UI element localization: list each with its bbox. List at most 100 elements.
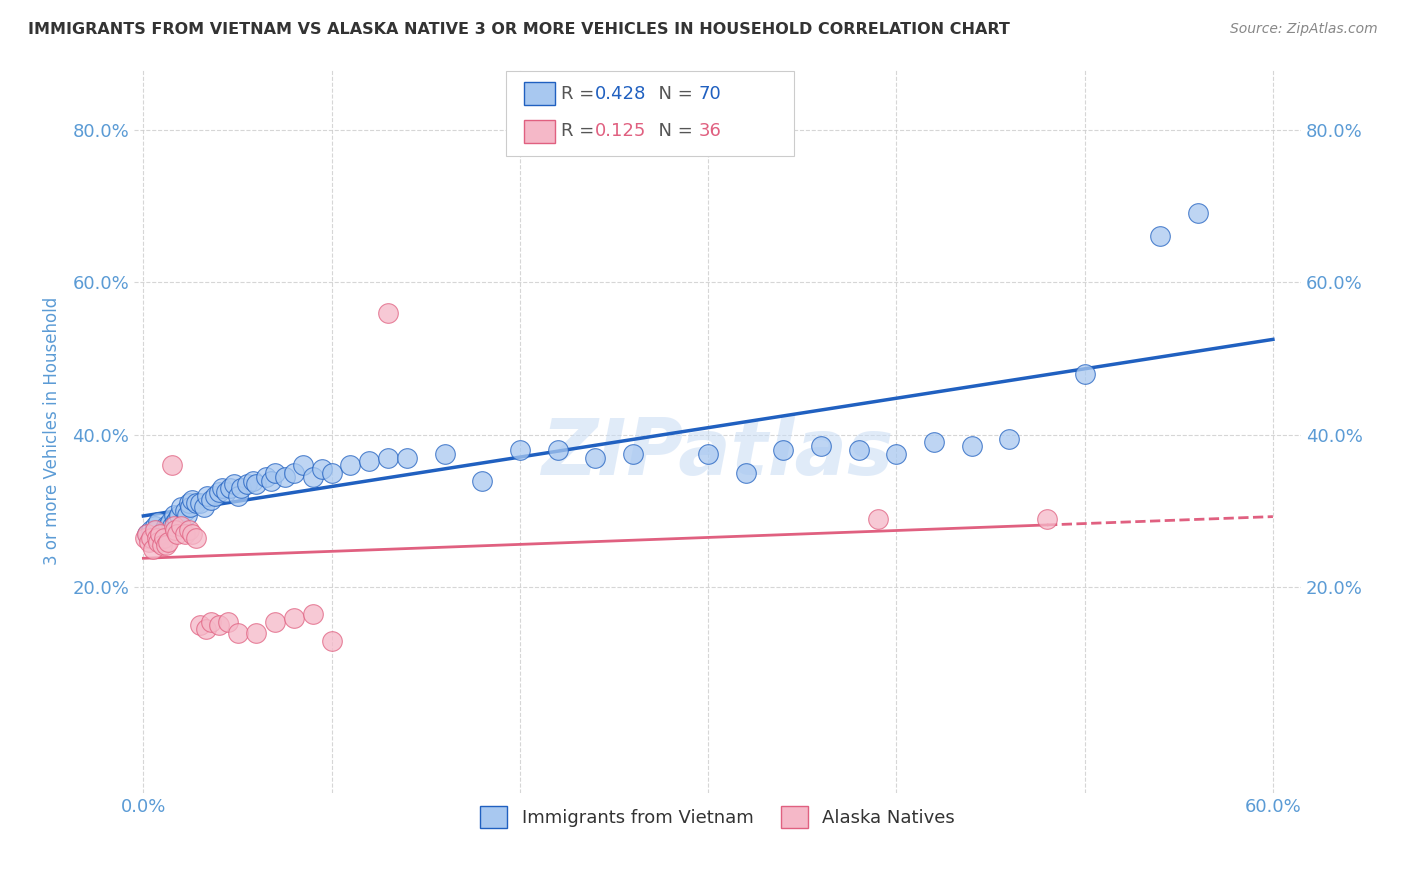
Point: [547, 442, 569, 457]
Point: [136, 527, 159, 541]
Text: ZIPatlas: ZIPatlas: [541, 415, 894, 491]
Point: [395, 450, 418, 465]
Point: [139, 523, 162, 537]
Point: [273, 469, 295, 483]
Point: [242, 474, 264, 488]
Point: [377, 306, 399, 320]
Point: [181, 527, 204, 541]
Text: R =: R =: [561, 85, 600, 103]
Point: [153, 523, 176, 537]
Point: [254, 469, 277, 483]
Point: [583, 450, 606, 465]
Point: [1036, 511, 1059, 525]
Text: 70: 70: [699, 85, 721, 103]
Point: [177, 523, 200, 537]
Point: [165, 516, 187, 530]
Point: [165, 523, 187, 537]
Point: [176, 508, 198, 522]
Text: Source: ZipAtlas.com: Source: ZipAtlas.com: [1230, 22, 1378, 37]
Point: [1187, 206, 1209, 220]
Point: [922, 435, 945, 450]
Point: [226, 489, 249, 503]
Point: [142, 531, 165, 545]
Point: [184, 531, 207, 545]
Point: [301, 469, 323, 483]
Point: [159, 516, 181, 530]
Point: [359, 454, 381, 468]
Point: [194, 623, 217, 637]
Point: [153, 531, 176, 545]
Point: [188, 496, 211, 510]
Point: [143, 523, 166, 537]
Point: [998, 432, 1021, 446]
Point: [208, 485, 231, 500]
Point: [142, 542, 165, 557]
Point: [377, 450, 399, 465]
Point: [292, 458, 315, 473]
Point: [134, 531, 156, 545]
Point: [145, 523, 167, 537]
Point: [433, 447, 456, 461]
Point: [339, 458, 361, 473]
Point: [166, 511, 188, 525]
Point: [136, 527, 159, 541]
Point: [184, 496, 207, 510]
Point: [155, 538, 177, 552]
Point: [188, 618, 211, 632]
Point: [260, 474, 283, 488]
Point: [283, 466, 305, 480]
Point: [193, 500, 215, 515]
Point: [734, 466, 756, 480]
Point: [181, 492, 204, 507]
Text: R =: R =: [561, 122, 600, 140]
Point: [810, 439, 832, 453]
Point: [886, 447, 908, 461]
Text: 0.125: 0.125: [595, 122, 647, 140]
Point: [848, 442, 870, 457]
Point: [321, 633, 343, 648]
Point: [211, 481, 233, 495]
Point: [148, 534, 170, 549]
Point: [139, 531, 162, 545]
Point: [167, 508, 190, 522]
Point: [200, 492, 222, 507]
Point: [960, 439, 983, 453]
Point: [231, 481, 253, 495]
Text: 0.428: 0.428: [595, 85, 647, 103]
Y-axis label: 3 or more Vehicles in Household: 3 or more Vehicles in Household: [44, 297, 60, 565]
Text: 36: 36: [699, 122, 721, 140]
Point: [772, 442, 794, 457]
Point: [866, 511, 889, 525]
Point: [173, 527, 195, 541]
Point: [245, 626, 267, 640]
Point: [509, 442, 531, 457]
Point: [200, 615, 222, 629]
Point: [150, 527, 173, 541]
Point: [264, 466, 287, 480]
Point: [471, 474, 494, 488]
Point: [148, 516, 170, 530]
Point: [149, 527, 172, 541]
Point: [697, 447, 720, 461]
Point: [162, 508, 184, 522]
Point: [222, 477, 245, 491]
Point: [208, 618, 231, 632]
Point: [321, 466, 343, 480]
Point: [138, 534, 160, 549]
Point: [236, 477, 259, 491]
Point: [311, 462, 333, 476]
Point: [1073, 367, 1095, 381]
Point: [170, 500, 193, 515]
Point: [156, 519, 179, 533]
Point: [160, 519, 183, 533]
Point: [245, 477, 267, 491]
Point: [621, 447, 644, 461]
Text: N =: N =: [647, 122, 699, 140]
Legend: Immigrants from Vietnam, Alaska Natives: Immigrants from Vietnam, Alaska Natives: [472, 798, 962, 835]
Point: [162, 519, 184, 533]
Point: [197, 489, 219, 503]
Point: [177, 496, 200, 510]
Point: [166, 527, 188, 541]
Text: N =: N =: [647, 85, 699, 103]
Point: [170, 519, 193, 533]
